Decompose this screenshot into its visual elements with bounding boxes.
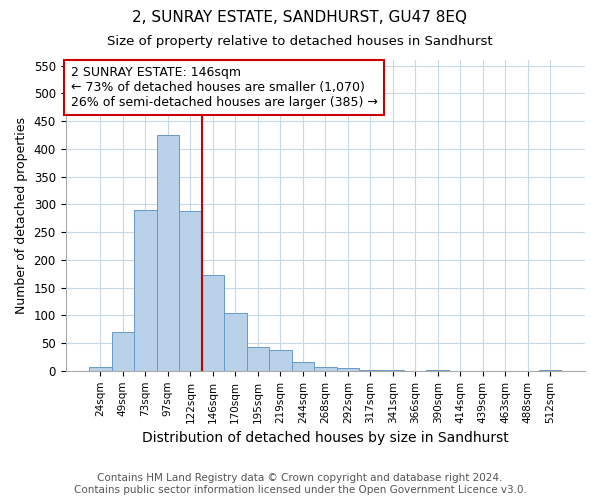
X-axis label: Distribution of detached houses by size in Sandhurst: Distribution of detached houses by size … — [142, 431, 509, 445]
Bar — [112, 332, 134, 371]
Bar — [292, 362, 314, 371]
Text: Contains HM Land Registry data © Crown copyright and database right 2024.
Contai: Contains HM Land Registry data © Crown c… — [74, 474, 526, 495]
Text: 2 SUNRAY ESTATE: 146sqm
← 73% of detached houses are smaller (1,070)
26% of semi: 2 SUNRAY ESTATE: 146sqm ← 73% of detache… — [71, 66, 377, 109]
Bar — [89, 367, 112, 371]
Bar — [134, 210, 157, 371]
Bar — [157, 135, 179, 371]
Bar — [247, 347, 269, 371]
Bar — [359, 370, 382, 371]
Bar — [539, 370, 562, 371]
Bar — [337, 368, 359, 371]
Bar — [382, 370, 404, 371]
Bar — [179, 211, 202, 371]
Bar — [314, 367, 337, 371]
Bar — [427, 370, 449, 371]
Text: Size of property relative to detached houses in Sandhurst: Size of property relative to detached ho… — [107, 35, 493, 48]
Bar — [269, 350, 292, 371]
Bar — [224, 312, 247, 371]
Text: 2, SUNRAY ESTATE, SANDHURST, GU47 8EQ: 2, SUNRAY ESTATE, SANDHURST, GU47 8EQ — [133, 10, 467, 25]
Y-axis label: Number of detached properties: Number of detached properties — [15, 117, 28, 314]
Bar — [202, 275, 224, 371]
